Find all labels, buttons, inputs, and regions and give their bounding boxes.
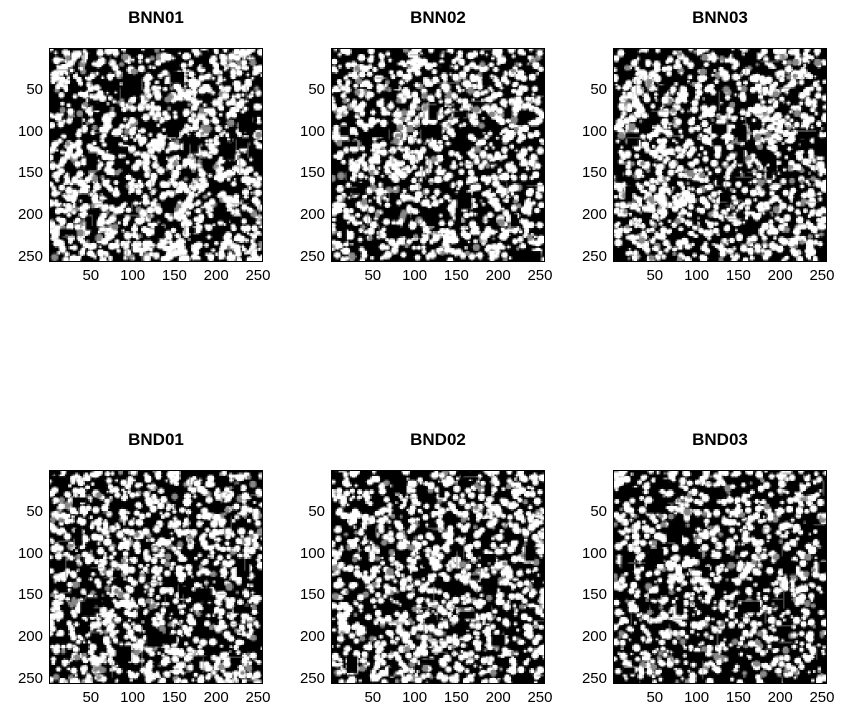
texture-image (49, 48, 263, 262)
x-tick-label: 150 (443, 267, 469, 284)
panel-title: BND03 (692, 430, 748, 449)
x-tick-label: 200 (485, 689, 511, 706)
y-tick-label: 250 (17, 247, 43, 265)
x-tick-label: 200 (767, 689, 793, 706)
y-tick-label: 200 (581, 628, 607, 646)
texture-image (49, 470, 263, 684)
image-panel-bnd03: BND03 50 100 150 200 250 50 100 150 200 250 (564, 430, 835, 710)
y-tick-label: 100 (581, 544, 607, 562)
y-tick-label: 100 (17, 544, 43, 562)
x-tick-label: 200 (203, 267, 229, 284)
panel-title: BNN01 (128, 8, 184, 27)
x-tick-label: 100 (684, 689, 710, 706)
image-panel-bnn02: BNN02 50 100 150 200 250 50 100 150 200 250 (282, 8, 553, 288)
image-panel-bnn01: BNN01 50 100 150 200 250 50 100 150 200 250 (0, 8, 271, 288)
y-tick-label: 50 (308, 502, 325, 520)
texture-image (331, 48, 545, 262)
x-tick-label: 150 (725, 267, 751, 284)
y-tick-label: 250 (299, 669, 325, 687)
y-tick-label: 150 (581, 164, 607, 182)
image-panel-bnd02: BND02 50 100 150 200 250 50 100 150 200 250 (282, 430, 553, 710)
y-tick-label: 250 (581, 247, 607, 265)
y-tick-label: 150 (17, 586, 43, 604)
x-tick-label: 150 (725, 689, 751, 706)
y-tick-label: 50 (26, 80, 43, 98)
image-panel-bnn03: BNN03 50 100 150 200 250 50 100 150 200 250 (564, 8, 835, 288)
x-tick-label: 150 (161, 689, 187, 706)
y-tick-label: 50 (590, 80, 607, 98)
panel-title: BND01 (128, 430, 184, 449)
x-tick-label: 100 (402, 267, 428, 284)
x-tick-label: 250 (809, 267, 835, 284)
x-tick-label: 100 (684, 267, 710, 284)
image-panel-bnd01: BND01 50 100 150 200 250 50 100 150 200 250 (0, 430, 271, 710)
y-tick-label: 200 (581, 206, 607, 224)
y-tick-label: 250 (299, 247, 325, 265)
x-tick-label: 100 (120, 689, 146, 706)
x-tick-label: 250 (245, 267, 271, 284)
y-tick-label: 200 (17, 628, 43, 646)
y-tick-label: 100 (581, 122, 607, 140)
x-tick-label: 200 (485, 267, 511, 284)
x-tick-label: 150 (443, 689, 469, 706)
y-tick-label: 50 (26, 502, 43, 520)
x-tick-label: 250 (245, 689, 271, 706)
y-tick-label: 100 (299, 122, 325, 140)
y-tick-label: 100 (299, 544, 325, 562)
x-tick-label: 250 (527, 267, 553, 284)
panel-title: BNN03 (692, 8, 748, 27)
x-tick-label: 250 (809, 689, 835, 706)
y-tick-label: 250 (581, 669, 607, 687)
texture-image (613, 48, 827, 262)
x-tick-label: 50 (364, 267, 382, 284)
x-tick-label: 150 (161, 267, 187, 284)
y-tick-label: 150 (17, 164, 43, 182)
x-tick-label: 50 (82, 689, 100, 706)
panel-title: BND02 (410, 430, 466, 449)
y-tick-label: 50 (308, 80, 325, 98)
x-tick-label: 250 (527, 689, 553, 706)
x-tick-label: 50 (646, 689, 664, 706)
panel-title: BNN02 (410, 8, 466, 27)
x-tick-label: 200 (203, 689, 229, 706)
texture-image (331, 470, 545, 684)
y-tick-label: 50 (590, 502, 607, 520)
x-tick-label: 200 (767, 267, 793, 284)
texture-image (613, 470, 827, 684)
y-tick-label: 250 (17, 669, 43, 687)
y-tick-label: 150 (299, 164, 325, 182)
x-tick-label: 50 (646, 267, 664, 284)
y-tick-label: 200 (299, 206, 325, 224)
y-tick-label: 200 (17, 206, 43, 224)
y-tick-label: 150 (299, 586, 325, 604)
y-tick-label: 200 (299, 628, 325, 646)
y-tick-label: 150 (581, 586, 607, 604)
y-tick-label: 100 (17, 122, 43, 140)
x-tick-label: 50 (364, 689, 382, 706)
x-tick-label: 100 (402, 689, 428, 706)
x-tick-label: 50 (82, 267, 100, 284)
x-tick-label: 100 (120, 267, 146, 284)
